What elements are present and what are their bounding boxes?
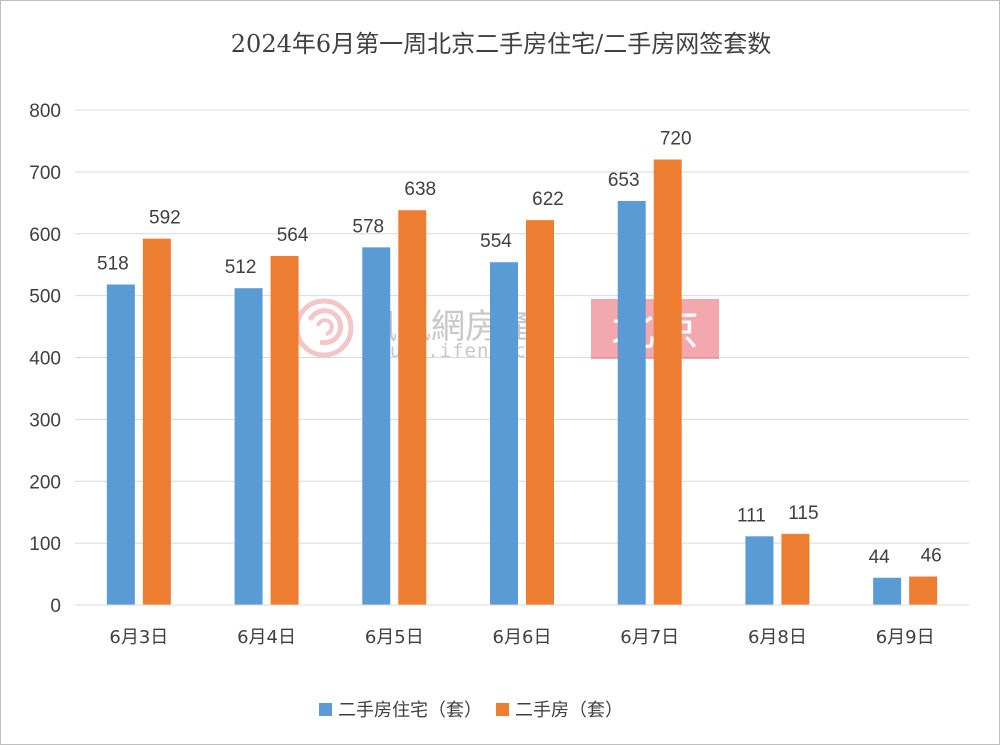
chart-title: 2024年6月第一周北京二手房住宅/二手房网签套数 — [231, 30, 771, 58]
y-tick-label: 200 — [29, 472, 61, 493]
category-label: 6月4日 — [237, 627, 296, 648]
bar — [490, 262, 518, 605]
bar — [909, 576, 938, 605]
bar — [234, 288, 263, 605]
y-tick-label: 800 — [29, 101, 61, 122]
y-axis-ticks: 0 100 200 300 400 500 600 700 800 — [29, 101, 61, 617]
bar — [653, 159, 682, 605]
legend-swatch — [319, 703, 332, 716]
data-label: 638 — [404, 179, 436, 200]
legend-swatch — [496, 703, 509, 716]
data-label: 554 — [480, 231, 512, 252]
bar — [745, 536, 774, 605]
bar — [106, 284, 135, 605]
bar — [781, 533, 810, 605]
category-label: 6月8日 — [748, 627, 807, 648]
data-label: 578 — [352, 216, 384, 237]
category-label: 6月3日 — [109, 627, 168, 648]
y-tick-label: 400 — [29, 349, 61, 370]
data-labels: 518 592 512 564 578 638 554 622 653 720 111 115 44 46 — [97, 129, 942, 568]
bar — [270, 256, 299, 605]
data-label: 512 — [225, 257, 257, 278]
bar — [142, 238, 171, 605]
data-label: 592 — [149, 208, 181, 229]
ifeng-logo-icon — [294, 298, 354, 358]
y-tick-label: 100 — [29, 534, 61, 555]
bar — [873, 577, 902, 605]
data-label: 115 — [788, 503, 818, 524]
legend-label: 二手房住宅（套） — [338, 700, 482, 721]
legend: 二手房住宅（套） 二手房（套） — [319, 700, 623, 721]
bar — [362, 247, 391, 606]
bar — [398, 210, 427, 606]
bar — [617, 200, 646, 606]
y-tick-label: 0 — [50, 596, 61, 617]
data-label: 111 — [737, 505, 766, 526]
gridlines — [75, 109, 969, 544]
bars — [106, 159, 938, 606]
data-label: 720 — [660, 129, 692, 150]
data-label: 622 — [532, 189, 564, 210]
category-label: 6月9日 — [876, 627, 935, 648]
watermark-url: house.ifeng.com — [365, 340, 552, 362]
y-tick-label: 600 — [29, 225, 61, 246]
data-label: 46 — [921, 546, 942, 567]
data-label: 564 — [277, 225, 309, 246]
x-axis-categories: 6月3日 6月4日 6月5日 6月6日 6月7日 6月8日 6月9日 — [109, 627, 934, 648]
data-label: 518 — [97, 253, 129, 274]
data-label: 44 — [869, 547, 891, 568]
y-tick-label: 500 — [29, 287, 61, 308]
data-label: 653 — [608, 170, 640, 191]
category-label: 6月5日 — [365, 627, 424, 648]
legend-label: 二手房（套） — [515, 700, 623, 721]
bar — [526, 220, 554, 605]
y-tick-label: 700 — [29, 163, 61, 184]
category-label: 6月6日 — [493, 627, 552, 648]
y-tick-label: 300 — [29, 410, 61, 431]
category-label: 6月7日 — [620, 627, 679, 648]
